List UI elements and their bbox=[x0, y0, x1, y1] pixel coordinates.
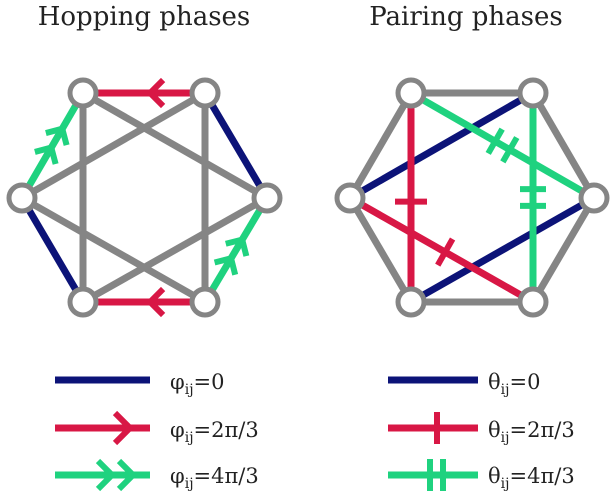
pairing-hex-edge bbox=[346, 91, 415, 200]
hopping-node bbox=[251, 182, 283, 214]
hopping-arrow-bottom bbox=[145, 286, 166, 318]
hopping-double-arrow-right bbox=[225, 235, 250, 257]
hopping-double-arrow-right bbox=[213, 254, 239, 276]
pairing-bond-navy-lower bbox=[409, 194, 596, 306]
hopping-double-arrow-left bbox=[34, 143, 59, 165]
pairing-phases-title: Pairing phases bbox=[369, 2, 563, 32]
pairing-bond-red-diagonal bbox=[348, 194, 535, 306]
hopping-node bbox=[6, 182, 38, 214]
pairing-bond-navy-upper bbox=[348, 89, 535, 202]
pairing-node bbox=[517, 77, 549, 109]
pairing-node bbox=[517, 286, 549, 318]
hopping-star-edge bbox=[81, 89, 269, 202]
legend-label-pairing-0: θij=0 bbox=[488, 370, 541, 398]
legend-hopping-double-arrow bbox=[95, 458, 117, 492]
hopping-star-edge bbox=[20, 194, 207, 306]
hopping-edge-lower-right bbox=[201, 196, 271, 304]
hopping-edge-upper-right bbox=[201, 91, 271, 200]
pairing-hex-edge bbox=[529, 91, 598, 200]
hopping-node bbox=[189, 77, 221, 109]
pairing-hex-edge bbox=[346, 196, 415, 304]
hopping-phases-title: Hopping phases bbox=[37, 2, 251, 32]
hopping-node bbox=[67, 286, 99, 318]
hopping-node bbox=[67, 77, 99, 109]
legend-label-hopping-0: φij=0 bbox=[170, 370, 225, 398]
legend-hopping-double-arrow bbox=[116, 458, 138, 492]
pairing-bond-green-diagonal bbox=[409, 89, 596, 202]
pairing-node bbox=[578, 182, 610, 214]
hopping-star-edge bbox=[20, 89, 207, 202]
hopping-star-edge bbox=[81, 194, 269, 306]
hopping-arrow-top bbox=[145, 77, 166, 109]
pairing-tick-green-diagonal bbox=[485, 127, 505, 155]
hopping-node bbox=[189, 286, 221, 318]
pairing-tick-red-diagonal bbox=[435, 237, 456, 267]
legend-hopping-single-arrow bbox=[112, 410, 135, 446]
pairing-node bbox=[334, 182, 366, 214]
legend-label-pairing-4pi3: θij=4π/3 bbox=[488, 464, 575, 492]
hopping-edge-lower-left bbox=[18, 196, 87, 304]
legend-label-hopping-2pi3: φij=2π/3 bbox=[170, 418, 259, 446]
legend-label-pairing-2pi3: θij=2π/3 bbox=[488, 418, 575, 446]
pairing-hex-edge bbox=[529, 196, 598, 304]
hopping-double-arrow-left bbox=[45, 125, 70, 146]
pairing-tick-green-diagonal bbox=[500, 136, 520, 164]
pairing-node bbox=[395, 77, 427, 109]
legend-label-hopping-4pi3: φij=4π/3 bbox=[170, 464, 259, 492]
pairing-node bbox=[395, 286, 427, 318]
